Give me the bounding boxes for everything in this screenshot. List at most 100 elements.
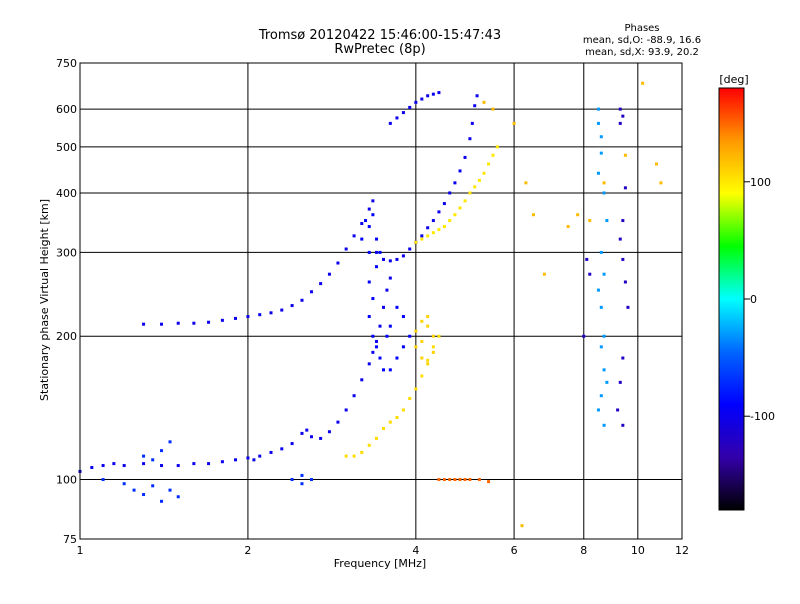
data-point bbox=[142, 322, 146, 326]
data-point bbox=[305, 428, 309, 432]
data-point bbox=[566, 225, 570, 229]
data-point bbox=[280, 447, 284, 451]
data-point bbox=[431, 231, 435, 235]
y-tick-label: 500 bbox=[56, 141, 77, 154]
data-point bbox=[487, 162, 491, 166]
data-point bbox=[388, 324, 392, 328]
data-point bbox=[588, 219, 592, 223]
data-point bbox=[448, 219, 452, 223]
data-point bbox=[585, 257, 589, 261]
data-point bbox=[431, 219, 435, 223]
data-point bbox=[618, 380, 622, 384]
data-point bbox=[420, 97, 424, 101]
data-point bbox=[352, 394, 356, 398]
data-point bbox=[378, 356, 382, 360]
x-tick-label: 1 bbox=[77, 544, 84, 557]
data-point bbox=[473, 104, 477, 108]
data-point bbox=[360, 378, 364, 382]
data-point bbox=[431, 345, 435, 349]
data-point bbox=[453, 478, 457, 482]
colorbar-tick-label: 0 bbox=[750, 293, 757, 306]
data-point bbox=[352, 454, 356, 458]
data-point bbox=[626, 305, 630, 309]
data-point bbox=[319, 436, 323, 440]
x-tick-label: 6 bbox=[511, 544, 518, 557]
data-point bbox=[371, 199, 375, 203]
data-point bbox=[442, 478, 446, 482]
data-point bbox=[641, 81, 645, 85]
data-point bbox=[621, 423, 625, 427]
data-point bbox=[599, 250, 603, 254]
data-point bbox=[371, 213, 375, 217]
data-point bbox=[132, 488, 136, 492]
data-point bbox=[309, 290, 313, 294]
data-point bbox=[448, 191, 452, 195]
data-point bbox=[458, 478, 462, 482]
data-point bbox=[192, 462, 196, 466]
data-point bbox=[374, 250, 378, 254]
data-point bbox=[151, 458, 155, 462]
colorbar bbox=[718, 87, 745, 511]
data-point bbox=[395, 356, 399, 360]
y-tick-label: 200 bbox=[56, 330, 77, 343]
data-point bbox=[388, 368, 392, 372]
data-point bbox=[420, 237, 424, 241]
data-point bbox=[233, 316, 237, 320]
data-point bbox=[401, 345, 405, 349]
data-point bbox=[596, 171, 600, 175]
data-point bbox=[176, 495, 180, 499]
data-point bbox=[618, 237, 622, 241]
chart-title: Tromsø 20120422 15:46:00-15:47:43 bbox=[258, 28, 501, 43]
data-point bbox=[395, 257, 399, 261]
data-point bbox=[605, 380, 609, 384]
data-point bbox=[463, 155, 467, 159]
data-point bbox=[437, 228, 441, 232]
data-point bbox=[618, 107, 622, 111]
data-point bbox=[414, 387, 418, 391]
data-point bbox=[309, 435, 313, 439]
data-point bbox=[437, 91, 441, 95]
data-point bbox=[142, 462, 146, 466]
data-point bbox=[470, 121, 474, 125]
y-tick-label: 75 bbox=[63, 533, 77, 546]
data-point bbox=[269, 311, 273, 315]
data-point bbox=[477, 478, 481, 482]
data-point bbox=[588, 272, 592, 276]
data-point bbox=[220, 460, 224, 464]
data-point bbox=[437, 334, 441, 338]
data-point bbox=[482, 171, 486, 175]
data-point bbox=[477, 178, 481, 182]
data-point bbox=[463, 478, 467, 482]
data-point bbox=[101, 464, 105, 468]
data-point bbox=[602, 334, 606, 338]
data-point bbox=[168, 440, 172, 444]
data-point bbox=[621, 114, 625, 118]
data-point bbox=[336, 420, 340, 424]
phases-mean-o: mean, sd,O: -88.9, 16.6 bbox=[583, 35, 701, 46]
data-point bbox=[290, 442, 294, 446]
data-point bbox=[401, 315, 405, 319]
data-point bbox=[599, 345, 603, 349]
data-point bbox=[599, 305, 603, 309]
data-point bbox=[344, 454, 348, 458]
data-point bbox=[385, 334, 389, 338]
data-point bbox=[374, 339, 378, 343]
data-point bbox=[616, 408, 620, 412]
data-point bbox=[233, 458, 237, 462]
data-point bbox=[367, 207, 371, 211]
data-point bbox=[246, 456, 250, 460]
data-point bbox=[381, 368, 385, 372]
data-point bbox=[491, 153, 495, 157]
data-point bbox=[378, 324, 382, 328]
data-point bbox=[280, 308, 284, 312]
y-tick-label: 100 bbox=[56, 474, 77, 487]
data-point bbox=[426, 226, 430, 230]
y-axis-label: Stationary phase Virtual Height [km] bbox=[38, 199, 51, 401]
data-point bbox=[602, 191, 606, 195]
colorbar-tick-label: 100 bbox=[750, 176, 771, 189]
data-point bbox=[599, 394, 603, 398]
x-tick-label: 12 bbox=[675, 544, 689, 557]
data-point bbox=[495, 145, 499, 149]
data-point bbox=[374, 436, 378, 440]
data-point bbox=[300, 473, 304, 477]
